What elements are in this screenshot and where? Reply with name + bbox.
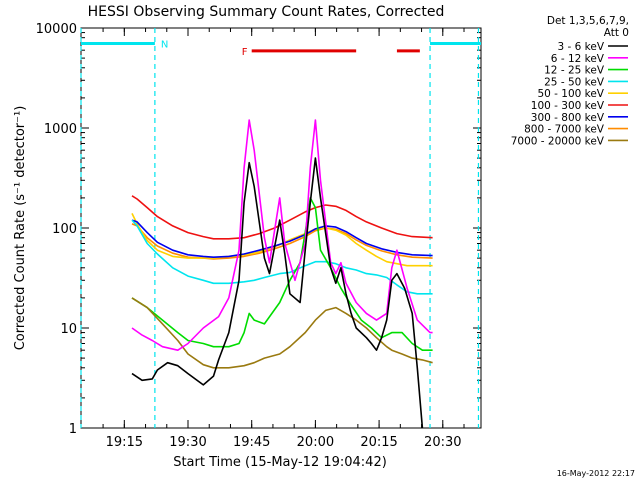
flag-label: F [242,47,248,58]
series-line [131,223,433,260]
legend-header-line-2: Att 0 [604,27,629,39]
y-tick-label: 10000 [36,22,77,37]
legend-label: 6 - 12 keV [551,53,605,65]
x-tick-label: 19:45 [233,435,270,450]
series-line [131,219,433,295]
y-axis-label: Corrected Count Rate (s⁻¹ detector⁻¹) [13,106,28,351]
series-line [131,213,433,267]
legend-label: 3 - 6 keV [557,41,604,53]
series-line [131,157,424,429]
series-line [131,219,433,259]
x-tick-label: 20:00 [297,435,334,450]
chart-title: HESSI Observing Summary Count Rates, Cor… [88,4,445,20]
legend-label: 7000 - 20000 keV [511,135,605,147]
x-tick-label: 19:15 [106,435,143,450]
footer-date: 16-May-2012 22:17 [557,469,635,478]
series-lines [131,119,433,429]
y-tick-label: 1 [69,422,77,437]
x-tick-label: 20:30 [424,435,461,450]
flag-label: N [161,39,168,50]
legend-label: 12 - 25 keV [544,65,605,77]
y-tick-label: 10 [60,322,77,337]
legend-label: 50 - 100 keV [537,88,604,100]
y-tick-label: 1000 [44,122,77,137]
series-line [131,119,433,352]
legend-label: 800 - 7000 keV [524,124,605,136]
legend-header-line-1: Det 1,3,5,6,7,9, [547,15,629,27]
legend-label: 25 - 50 keV [544,76,605,88]
axis-ticks: 1 10 100 1000 10000 19:15 19:30 19:45 20:00 20:15… [36,22,481,450]
legend-label: 300 - 800 keV [531,112,605,124]
x-axis-label: Start Time (15-May-12 19:04:42) [173,455,387,470]
x-tick-label: 19:30 [169,435,206,450]
series-line [131,297,433,369]
x-tick-label: 20:15 [360,435,397,450]
y-tick-label: 100 [52,222,77,237]
legend-label: 100 - 300 keV [531,100,605,112]
